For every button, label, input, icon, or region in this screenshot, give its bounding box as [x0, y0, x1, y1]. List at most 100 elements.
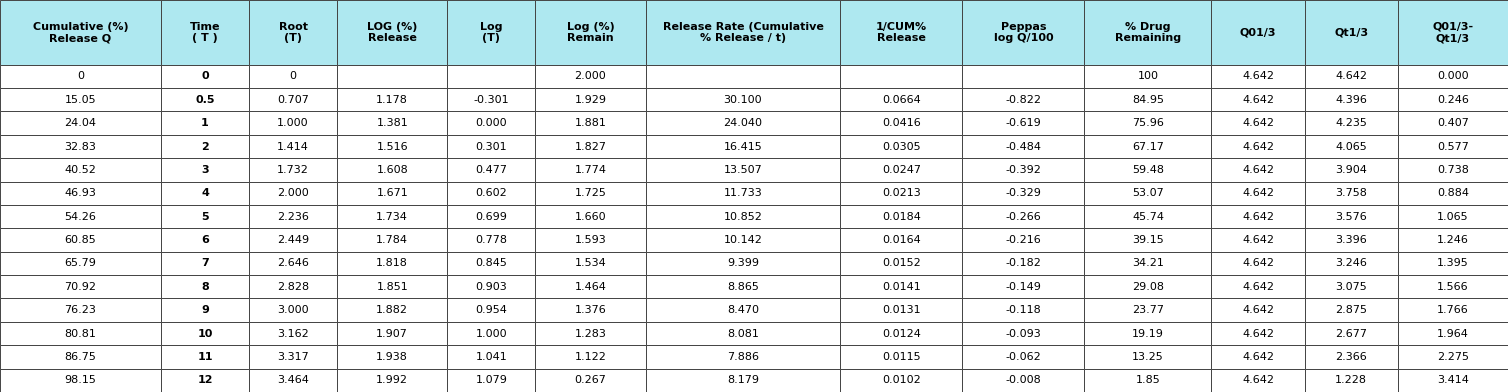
Bar: [840, 229, 962, 252]
Text: 0: 0: [290, 71, 297, 82]
Text: 1.907: 1.907: [377, 328, 409, 339]
Text: 3.000: 3.000: [277, 305, 309, 315]
Text: 4.642: 4.642: [1243, 235, 1274, 245]
Bar: [0, 158, 161, 181]
Bar: [535, 368, 645, 392]
Text: 100: 100: [1137, 71, 1158, 82]
Bar: [1304, 111, 1398, 135]
Bar: [1084, 0, 1211, 65]
Text: 0: 0: [201, 71, 208, 82]
Text: 53.07: 53.07: [1133, 188, 1164, 198]
Text: 19.19: 19.19: [1133, 328, 1164, 339]
Bar: [1304, 205, 1398, 228]
Text: 10: 10: [198, 328, 213, 339]
Text: Cumulative (%)
Release Q: Cumulative (%) Release Q: [33, 22, 128, 43]
Bar: [161, 158, 249, 181]
Text: 3: 3: [201, 165, 208, 175]
Text: LOG (%)
Release: LOG (%) Release: [366, 22, 418, 43]
Bar: [840, 275, 962, 298]
Text: 0.477: 0.477: [475, 165, 507, 175]
Text: Q01/3-
Qt1/3: Q01/3- Qt1/3: [1433, 22, 1473, 43]
Text: 0.0152: 0.0152: [882, 258, 921, 269]
Bar: [1084, 205, 1211, 228]
Bar: [645, 135, 840, 158]
Text: 2.828: 2.828: [277, 282, 309, 292]
Text: 67.17: 67.17: [1133, 142, 1164, 152]
Bar: [0, 0, 161, 65]
Text: 1.593: 1.593: [575, 235, 606, 245]
Bar: [1398, 135, 1508, 158]
Bar: [840, 158, 962, 181]
Bar: [962, 135, 1084, 158]
Bar: [1398, 322, 1508, 345]
Text: 2.677: 2.677: [1335, 328, 1368, 339]
Text: 0.407: 0.407: [1437, 118, 1469, 128]
Bar: [249, 111, 338, 135]
Text: 3.758: 3.758: [1335, 188, 1368, 198]
Bar: [1084, 229, 1211, 252]
Bar: [448, 0, 535, 65]
Bar: [535, 88, 645, 111]
Text: Log
(T): Log (T): [480, 22, 502, 43]
Text: 1.608: 1.608: [377, 165, 409, 175]
Bar: [161, 368, 249, 392]
Text: 16.415: 16.415: [724, 142, 763, 152]
Text: 0: 0: [77, 71, 84, 82]
Text: 80.81: 80.81: [65, 328, 97, 339]
Bar: [1304, 135, 1398, 158]
Bar: [962, 229, 1084, 252]
Text: 4.642: 4.642: [1243, 71, 1274, 82]
Bar: [1304, 322, 1398, 345]
Text: 13.25: 13.25: [1133, 352, 1164, 362]
Bar: [1398, 88, 1508, 111]
Bar: [1304, 298, 1398, 322]
Text: 4.642: 4.642: [1243, 165, 1274, 175]
Text: Log (%)
Remain: Log (%) Remain: [567, 22, 614, 43]
Text: 2.366: 2.366: [1336, 352, 1368, 362]
Text: 8.081: 8.081: [727, 328, 759, 339]
Text: 1.938: 1.938: [377, 352, 409, 362]
Bar: [1211, 88, 1304, 111]
Text: 1.774: 1.774: [575, 165, 606, 175]
Bar: [249, 275, 338, 298]
Bar: [1211, 181, 1304, 205]
Bar: [645, 275, 840, 298]
Bar: [645, 111, 840, 135]
Text: 3.162: 3.162: [277, 328, 309, 339]
Bar: [840, 135, 962, 158]
Bar: [338, 135, 448, 158]
Bar: [0, 368, 161, 392]
Bar: [645, 158, 840, 181]
Text: 1.734: 1.734: [377, 212, 409, 221]
Text: 8.179: 8.179: [727, 375, 759, 385]
Bar: [840, 298, 962, 322]
Bar: [249, 0, 338, 65]
Bar: [1211, 298, 1304, 322]
Bar: [840, 205, 962, 228]
Text: Q01/3: Q01/3: [1240, 27, 1276, 37]
Text: 0.0247: 0.0247: [882, 165, 921, 175]
Text: 1.041: 1.041: [475, 352, 507, 362]
Text: 1.534: 1.534: [575, 258, 606, 269]
Text: 4.642: 4.642: [1243, 352, 1274, 362]
Bar: [249, 158, 338, 181]
Text: 23.77: 23.77: [1133, 305, 1164, 315]
Text: 4.642: 4.642: [1243, 258, 1274, 269]
Text: -0.216: -0.216: [1006, 235, 1042, 245]
Bar: [1304, 275, 1398, 298]
Bar: [645, 368, 840, 392]
Bar: [1084, 181, 1211, 205]
Text: 3.904: 3.904: [1335, 165, 1368, 175]
Bar: [338, 205, 448, 228]
Bar: [535, 181, 645, 205]
Bar: [249, 252, 338, 275]
Bar: [161, 111, 249, 135]
Text: 6: 6: [201, 235, 210, 245]
Text: 12: 12: [198, 375, 213, 385]
Bar: [0, 345, 161, 368]
Bar: [645, 322, 840, 345]
Text: 4.235: 4.235: [1335, 118, 1368, 128]
Text: 1/CUM%
Release: 1/CUM% Release: [876, 22, 927, 43]
Text: 0.0164: 0.0164: [882, 235, 921, 245]
Bar: [0, 298, 161, 322]
